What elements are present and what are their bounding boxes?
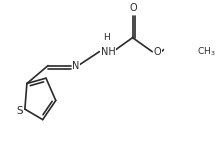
Text: O: O <box>130 3 137 13</box>
Text: NH: NH <box>101 47 116 57</box>
Text: N: N <box>72 61 80 71</box>
Text: S: S <box>17 106 23 116</box>
Text: H: H <box>104 33 110 42</box>
Text: O: O <box>154 47 161 57</box>
Text: CH$_3$: CH$_3$ <box>197 45 216 58</box>
